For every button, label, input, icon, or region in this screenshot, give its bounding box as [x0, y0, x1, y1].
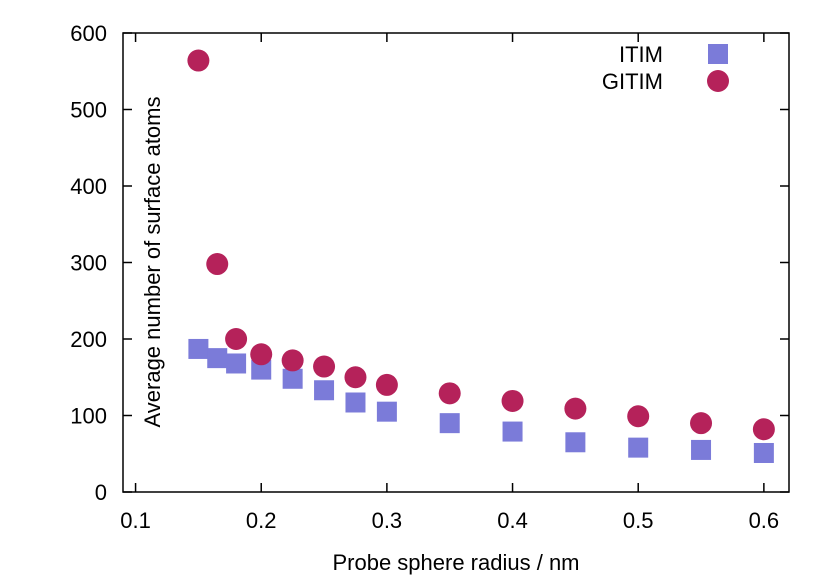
x-tick-label: 0.5: [623, 508, 654, 533]
gitim-point: [187, 49, 210, 72]
y-tick-label: 100: [70, 404, 107, 429]
x-tick-label: 0.6: [749, 508, 780, 533]
x-axis-label: Probe sphere radius / nm: [332, 550, 579, 575]
gitim-point: [344, 366, 367, 389]
legend-label-itim: ITIM: [619, 42, 663, 67]
legend-marker-gitim: [707, 70, 729, 92]
gitim-point: [690, 412, 713, 435]
gitim-point: [206, 253, 229, 276]
y-tick-label: 500: [70, 98, 107, 123]
plot-frame: [122, 32, 790, 493]
itim-point: [753, 442, 774, 463]
x-tick-label: 0.4: [497, 508, 528, 533]
y-tick-label: 0: [95, 480, 107, 505]
gitim-point: [250, 343, 273, 366]
itim-point: [565, 432, 586, 453]
y-tick-label: 600: [70, 21, 107, 46]
itim-point: [376, 401, 397, 422]
itim-point: [207, 348, 228, 369]
x-tick-label: 0.3: [372, 508, 403, 533]
gitim-point: [438, 382, 461, 405]
itim-point: [314, 380, 335, 401]
itim-point: [691, 439, 712, 460]
itim-point: [628, 437, 649, 458]
y-tick-label: 400: [70, 174, 107, 199]
x-tick-label: 0.2: [246, 508, 277, 533]
legend-label-gitim: GITIM: [602, 69, 663, 94]
itim-point: [439, 413, 460, 434]
itim-point: [282, 368, 303, 389]
gitim-point: [313, 355, 336, 378]
itim-point: [251, 359, 272, 380]
tick-label-group: 0.1 0.2 0.3 0.4 0.5 0.6 0 100 200 300 400 500 600: [70, 21, 779, 533]
itim-point: [188, 338, 209, 359]
itim-point: [226, 353, 247, 374]
gitim-point: [752, 418, 775, 441]
y-tick-label: 200: [70, 327, 107, 352]
legend-marker-itim: [708, 44, 728, 64]
gitim-point: [501, 389, 524, 412]
itim-point: [502, 421, 523, 442]
legend: ITIM GITIM: [602, 42, 729, 94]
y-axis-label: Average number of surface atoms: [140, 97, 165, 428]
gitim-point: [281, 349, 304, 372]
itim-point: [345, 392, 366, 413]
data-points: [187, 49, 775, 463]
gitim-point: [375, 373, 398, 396]
gitim-point: [225, 328, 248, 350]
y-tick-label: 300: [70, 251, 107, 276]
gitim-point: [627, 405, 650, 428]
gitim-point: [564, 397, 587, 420]
x-tick-label: 0.1: [120, 508, 151, 533]
